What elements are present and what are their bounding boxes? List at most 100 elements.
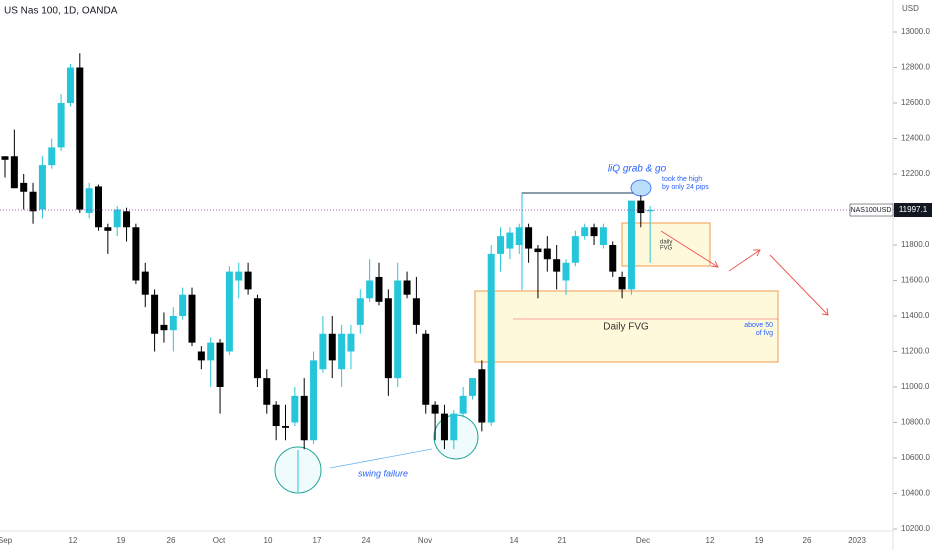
candle-body <box>160 324 168 331</box>
candle-body <box>440 413 448 441</box>
candle-body <box>366 280 374 299</box>
fvg-zone-small <box>621 222 711 267</box>
x-tick-label: 26 <box>167 536 176 545</box>
annotation: daily <box>660 240 672 246</box>
candle-body <box>384 298 392 379</box>
arrow <box>728 249 761 272</box>
candle-body <box>29 191 37 212</box>
grab-marker <box>630 179 652 197</box>
x-tick-label: 19 <box>755 536 764 545</box>
candle-body <box>562 262 570 281</box>
candle-body <box>207 342 215 361</box>
candle-body <box>244 271 252 290</box>
candle-body <box>188 294 196 343</box>
y-tick-label: 10200.0 <box>901 524 930 533</box>
arrow-head <box>753 249 761 257</box>
candle-body <box>197 351 205 361</box>
candle-body <box>263 378 271 405</box>
annotation: Daily FVG <box>603 322 649 333</box>
candle-body <box>151 294 159 334</box>
annotation: of fvg <box>756 330 773 337</box>
candle-body <box>431 404 439 414</box>
y-tick-label: 12200.0 <box>901 169 930 178</box>
candle-body <box>272 404 280 427</box>
x-tick-label: 21 <box>558 536 567 545</box>
candles <box>1 53 654 450</box>
y-tick-label: 11800.0 <box>901 240 930 249</box>
x-tick-label: 19 <box>117 536 126 545</box>
y-tick-label: 12400.0 <box>901 134 930 143</box>
candle-body <box>618 276 626 290</box>
candle-body <box>422 333 430 405</box>
arrow <box>769 254 829 316</box>
annotation: FVG <box>660 246 673 252</box>
x-tick-label: Oct <box>213 536 226 545</box>
candle-body <box>627 200 635 290</box>
currency: USD <box>902 4 919 13</box>
x-tick-label: Dec <box>636 536 650 545</box>
candle-body <box>375 276 383 302</box>
candle-body <box>123 211 131 228</box>
swing-line <box>329 448 433 469</box>
annotation: took the high <box>662 176 702 183</box>
x-tick-label: 10 <box>264 536 273 545</box>
x-tick-label: 12 <box>706 536 715 545</box>
candle-body <box>581 227 589 237</box>
candle-body <box>10 156 18 189</box>
candle-body <box>553 259 561 272</box>
candle-body <box>253 298 261 379</box>
candle-body <box>38 165 46 210</box>
y-tick-label: 11600.0 <box>901 276 930 285</box>
symbol-box <box>849 203 894 217</box>
candle-body <box>450 413 458 441</box>
candle-body <box>487 253 495 423</box>
candle-body <box>132 227 140 281</box>
candle-body <box>525 227 533 249</box>
candle-body <box>20 182 28 192</box>
x-tick-label: 12 <box>69 536 78 545</box>
x-tick-label: 26 <box>803 536 812 545</box>
candle-body <box>141 271 149 295</box>
candle-body <box>515 227 523 245</box>
symbol-label: NAS100USD <box>851 207 892 214</box>
candle-body <box>459 395 467 414</box>
candle-body <box>216 342 224 387</box>
candle-body <box>1 156 9 160</box>
arrow-head <box>710 260 719 268</box>
candle-body <box>646 210 654 212</box>
y-tick-label: 12600.0 <box>901 98 930 107</box>
candle-body <box>282 426 289 428</box>
candle-body <box>104 227 112 231</box>
x-tick-label: 17 <box>313 536 322 545</box>
candle-body <box>412 298 420 325</box>
candle-body <box>506 232 514 249</box>
candle-body <box>478 369 486 423</box>
candle-body <box>599 227 607 245</box>
candle-body <box>66 67 74 103</box>
candle-body <box>338 333 346 370</box>
arrow <box>660 230 719 268</box>
candle-body <box>394 280 402 379</box>
arrow-head <box>821 307 829 316</box>
candle-body <box>356 298 364 325</box>
candle-body <box>469 378 476 396</box>
y-tick-label: 10600.0 <box>901 453 930 462</box>
fvg-zone <box>474 290 779 363</box>
candle-body <box>235 271 243 281</box>
candle-body <box>543 248 551 260</box>
candle-body <box>347 333 355 352</box>
price-label: 11997.1 <box>899 205 928 214</box>
annotation: above 50 <box>744 322 773 329</box>
candle-body <box>291 395 299 423</box>
y-tick-label: 13000.0 <box>901 27 930 36</box>
candle-body <box>169 316 177 331</box>
y-tick-label: 12800.0 <box>901 63 930 72</box>
projection-arrows <box>660 230 829 316</box>
candle-body <box>590 227 598 237</box>
candle-body <box>319 333 327 370</box>
candle-body <box>225 271 233 352</box>
candle-body <box>609 245 617 272</box>
candle-body <box>113 209 121 228</box>
candle-body <box>95 186 102 228</box>
